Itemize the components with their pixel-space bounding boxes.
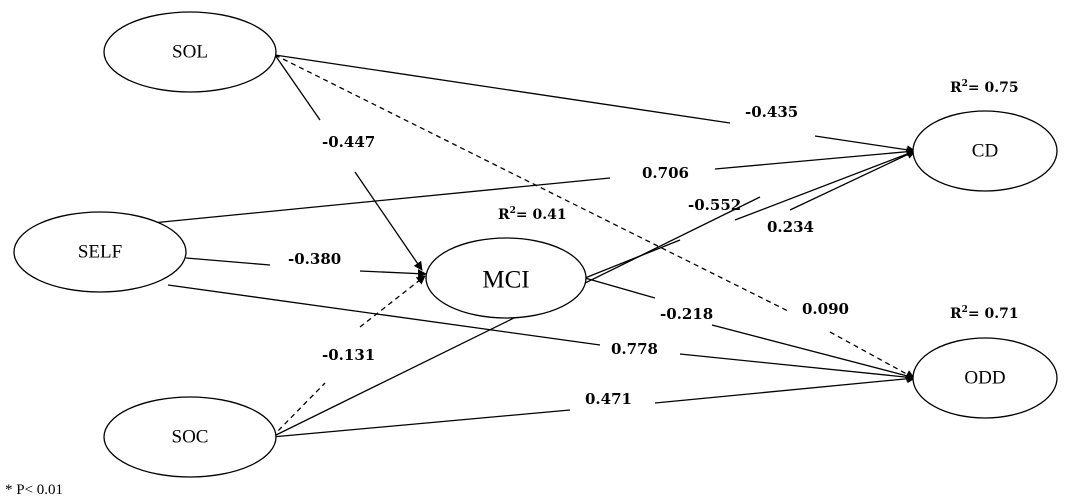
coef-sol-cd: -0.435	[745, 103, 798, 121]
edge-soc-mci-arrow	[359, 275, 426, 328]
r2-label-cd: R2= 0.75	[950, 79, 1019, 96]
edge-mci-cd-arrow	[734, 149, 916, 221]
edge-mci-cd	[584, 239, 681, 279]
node-label-mci: MCI	[482, 267, 529, 294]
node-label-soc: SOC	[172, 427, 209, 448]
edge-mci-odd-arrow	[711, 324, 916, 381]
edge-soc-odd	[271, 409, 571, 438]
node-label-self: SELF	[78, 242, 122, 263]
edge-sol-mci-arrow	[354, 171, 423, 271]
r2-label-mci: R2= 0.41	[498, 206, 567, 223]
r2-cd-sup: 2	[962, 79, 968, 89]
edge-self-mci	[185, 257, 271, 266]
edge-self-mci-arrow	[359, 269, 427, 279]
r2-odd-prefix: R	[950, 306, 962, 322]
edge-self-odd-arrow	[679, 353, 916, 382]
footnote: * P< 0.01	[5, 482, 63, 498]
node-sol	[103, 11, 277, 93]
coef-soc-mci: -0.131	[322, 346, 375, 364]
r2-odd-sup: 2	[962, 305, 968, 315]
edge-soc-odd-arrow	[654, 374, 916, 404]
edge-sol-odd-arrow	[829, 331, 915, 379]
edge-self-cd	[151, 177, 611, 224]
node-label-cd: CD	[972, 141, 998, 162]
coef-self-cd: 0.706	[642, 164, 689, 182]
node-odd	[912, 337, 1058, 419]
edge-sol-mci	[274, 54, 321, 121]
edge-sol-cd-arrow	[814, 135, 916, 155]
coef-mci-odd: -0.218	[660, 305, 713, 323]
coef-soc-cd: 0.234	[767, 218, 814, 236]
r2-cd-value: = 0.75	[968, 80, 1019, 96]
node-label-odd: ODD	[964, 368, 1005, 389]
r2-mci-sup: 2	[510, 206, 516, 216]
node-label-sol: SOL	[172, 42, 208, 63]
edge-sol-odd	[274, 54, 791, 313]
node-self	[13, 211, 187, 293]
r2-odd-value: = 0.71	[968, 306, 1019, 322]
r2-mci-value: = 0.41	[516, 207, 567, 223]
edge-soc-mci	[271, 382, 326, 438]
node-soc	[103, 396, 277, 478]
r2-label-odd: R2= 0.71	[950, 305, 1019, 322]
coef-soc-odd: 0.471	[585, 390, 632, 408]
node-cd	[912, 110, 1058, 192]
r2-cd-prefix: R	[950, 80, 962, 96]
edge-mci-odd	[584, 277, 656, 299]
edge-self-odd	[167, 284, 601, 346]
coef-mci-cd: -0.552	[688, 196, 741, 214]
coef-sol-mci: -0.447	[322, 133, 375, 151]
coef-sol-odd: 0.090	[802, 300, 849, 318]
edge-sol-cd	[274, 54, 731, 124]
coef-self-odd: 0.778	[611, 340, 658, 358]
coef-self-mci: -0.380	[288, 250, 341, 268]
r2-mci-prefix: R	[498, 207, 510, 223]
edge-soc-cd-arrow	[789, 150, 916, 211]
node-mci	[425, 237, 587, 319]
edge-self-cd-arrow	[714, 147, 916, 170]
